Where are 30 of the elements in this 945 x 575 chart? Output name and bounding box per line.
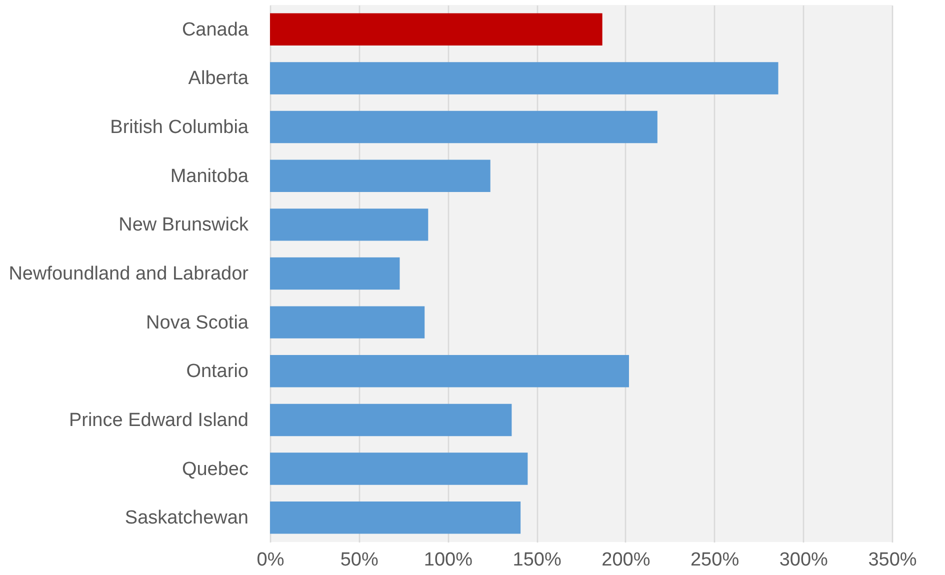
bar: [270, 13, 602, 46]
bar: [270, 62, 778, 94]
bar: [270, 110, 658, 144]
y-tick-label: Canada: [182, 19, 249, 40]
y-tick-label: New Brunswick: [118, 214, 249, 236]
y-tick-label: Saskatchewan: [124, 508, 248, 529]
y-tick-label: Newfoundland and Labrador: [8, 264, 250, 284]
bar: [270, 501, 521, 534]
x-tick-label: 50%: [340, 550, 378, 570]
y-tick-label: Manitoba: [170, 166, 249, 187]
x-tick-label: 300%: [779, 550, 828, 570]
x-tick-label: 150%: [512, 550, 562, 570]
x-tick-label: 250%: [690, 550, 740, 570]
x-tick-label: 200%: [602, 550, 650, 570]
bar: [270, 452, 528, 485]
bar: [270, 160, 490, 192]
bar: [270, 257, 400, 290]
bar: [270, 306, 425, 338]
x-tick-label: 100%: [424, 550, 473, 570]
y-tick-label: Quebec: [182, 458, 248, 480]
bar: [270, 355, 629, 388]
x-tick-label: 350%: [868, 550, 917, 570]
x-tick-label: 0%: [256, 550, 284, 570]
y-tick-label: Prince Edward Island: [68, 410, 248, 431]
y-tick-label: Alberta: [188, 68, 249, 90]
bar: [270, 208, 428, 241]
y-tick-label: Nova Scotia: [146, 312, 249, 334]
y-tick-label: Ontario: [186, 361, 248, 382]
bar: [270, 404, 512, 436]
y-tick-label: British Columbia: [110, 117, 249, 138]
